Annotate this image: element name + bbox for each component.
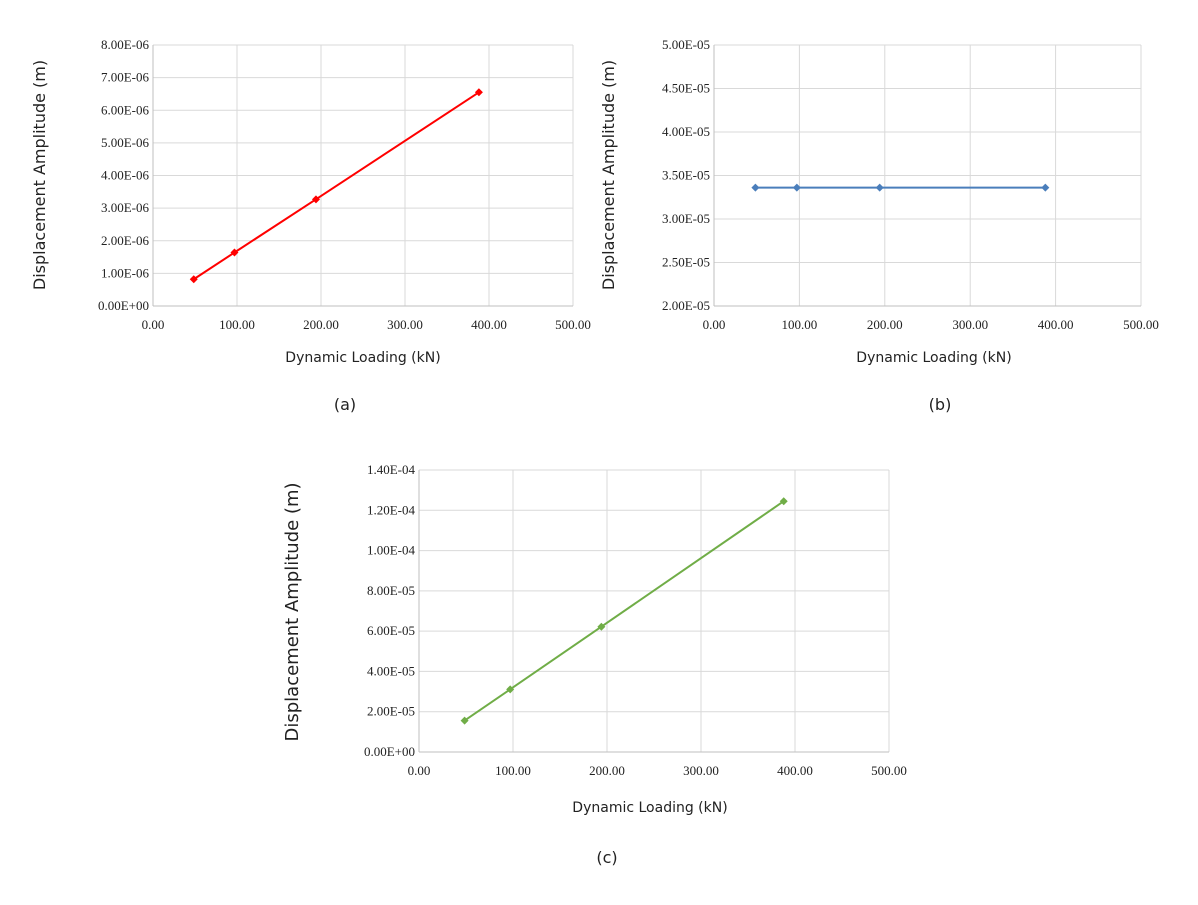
x-tick-label: 300.00 [952,317,988,332]
chart-b: 2.00E-05 2.50E-05 3.00E-05 3.50E-05 4.00E-05… [599,37,1159,414]
x-tick-label: 200.00 [303,317,339,332]
y-tick-label: 3.00E-06 [101,200,150,215]
y-tick-label: 2.50E-05 [662,255,710,270]
x-axis-title: Dynamic Loading (kN) [285,350,440,366]
y-tick-label: 8.00E-06 [101,37,150,52]
y-tick-label: 1.20E-04 [367,502,416,517]
y-tick-label: 4.00E-05 [662,124,710,139]
y-tick-label: 1.00E-04 [367,543,416,558]
x-tick-label: 400.00 [1038,317,1074,332]
data-point [474,88,483,97]
data-point [597,622,606,631]
x-tick-label: 100.00 [495,763,531,778]
x-tick-label: 300.00 [683,763,719,778]
data-point [751,183,760,192]
figure-caption: (c) [596,848,617,867]
x-tick-label: 0.00 [408,763,431,778]
x-axis-title: Dynamic Loading (kN) [856,350,1011,366]
y-tick-label: 6.00E-05 [367,623,415,638]
figure-caption: (b) [929,395,952,414]
data-point [506,685,515,694]
data-point [1041,183,1050,192]
x-axis-title: Dynamic Loading (kN) [572,800,727,816]
y-tick-label: 7.00E-06 [101,70,150,85]
x-tick-label: 500.00 [555,317,591,332]
y-axis-title: Displacement Amplitude (m) [282,482,303,741]
y-tick-label: 0.00E+00 [364,744,415,759]
data-point [311,195,320,204]
y-tick-label: 2.00E-05 [367,704,415,719]
y-tick-label: 4.00E-06 [101,168,150,183]
y-tick-label: 3.50E-05 [662,168,710,183]
y-tick-label: 1.00E-06 [101,265,150,280]
x-tick-label: 500.00 [1123,317,1159,332]
y-tick-label: 4.50E-05 [662,81,710,96]
series-line [193,91,480,281]
x-tick-label: 0.00 [142,317,165,332]
x-tick-label: 200.00 [867,317,903,332]
chart-a: 0.00E+00 1.00E-06 2.00E-06 3.00E-06 4.00E-06… [30,37,591,414]
data-point [792,183,801,192]
y-axis-title: Displacement Amplitude (m) [599,60,618,290]
data-point [779,497,788,506]
chart-c: 0.00E+00 2.00E-05 4.00E-05 6.00E-05 8.00E-05… [282,462,907,867]
y-tick-label: 5.00E-06 [101,135,150,150]
x-tick-label: 0.00 [703,317,726,332]
y-tick-label: 2.00E-06 [101,233,150,248]
x-tick-label: 400.00 [471,317,507,332]
y-tick-label: 6.00E-06 [101,102,150,117]
x-tick-label: 500.00 [871,763,907,778]
x-tick-label: 200.00 [589,763,625,778]
x-tick-label: 400.00 [777,763,813,778]
x-tick-label: 300.00 [387,317,423,332]
y-tick-label: 5.00E-05 [662,37,710,52]
data-point [875,183,884,192]
y-tick-label: 2.00E-05 [662,298,710,313]
data-point [460,716,469,725]
y-tick-label: 3.00E-05 [662,211,710,226]
y-tick-label: 4.00E-05 [367,663,415,678]
x-tick-label: 100.00 [219,317,255,332]
series-line [464,500,785,722]
y-axis-title: Displacement Amplitude (m) [30,60,49,290]
figure-caption: (a) [334,395,356,414]
data-point [189,275,198,284]
y-tick-label: 1.40E-04 [367,462,416,477]
y-tick-label: 8.00E-05 [367,583,415,598]
y-tick-label: 0.00E+00 [98,298,149,313]
x-tick-label: 100.00 [782,317,818,332]
data-point [230,248,239,257]
